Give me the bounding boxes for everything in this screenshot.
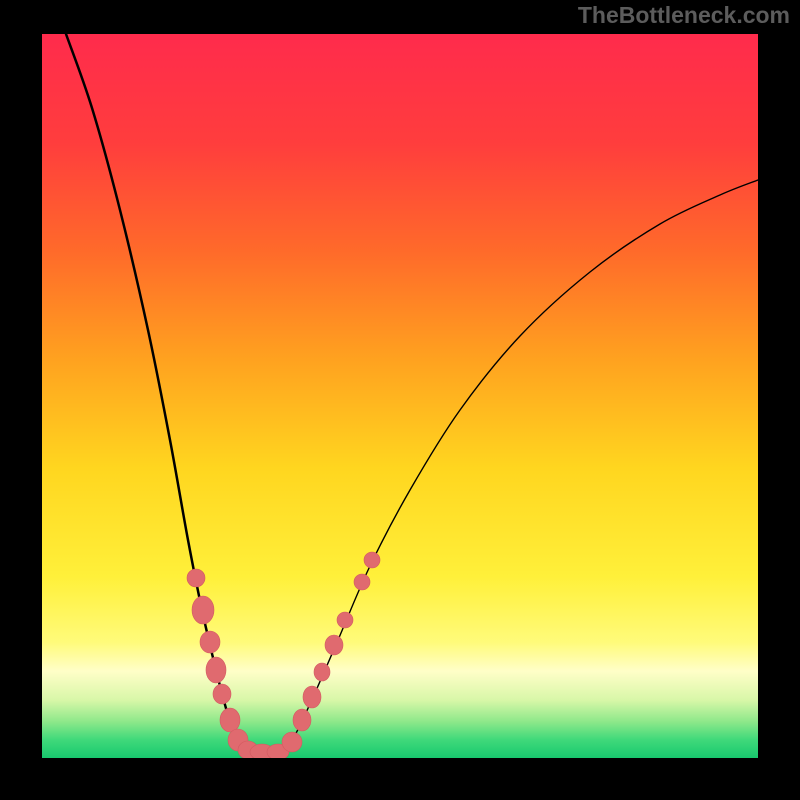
data-dot [364, 552, 380, 568]
plot-background [42, 34, 758, 758]
data-dot [337, 612, 353, 628]
data-dot [303, 686, 321, 708]
data-dot [213, 684, 231, 704]
data-dot [282, 732, 302, 752]
data-dot [206, 657, 226, 683]
data-dot [314, 663, 330, 681]
watermark-text: TheBottleneck.com [578, 2, 790, 29]
data-dot [293, 709, 311, 731]
chart-svg [0, 0, 800, 800]
data-dot [354, 574, 370, 590]
data-dot [200, 631, 220, 653]
data-dot [325, 635, 343, 655]
data-dot [192, 596, 214, 624]
data-dot [220, 708, 240, 732]
data-dot [187, 569, 205, 587]
chart-container: TheBottleneck.com [0, 0, 800, 800]
